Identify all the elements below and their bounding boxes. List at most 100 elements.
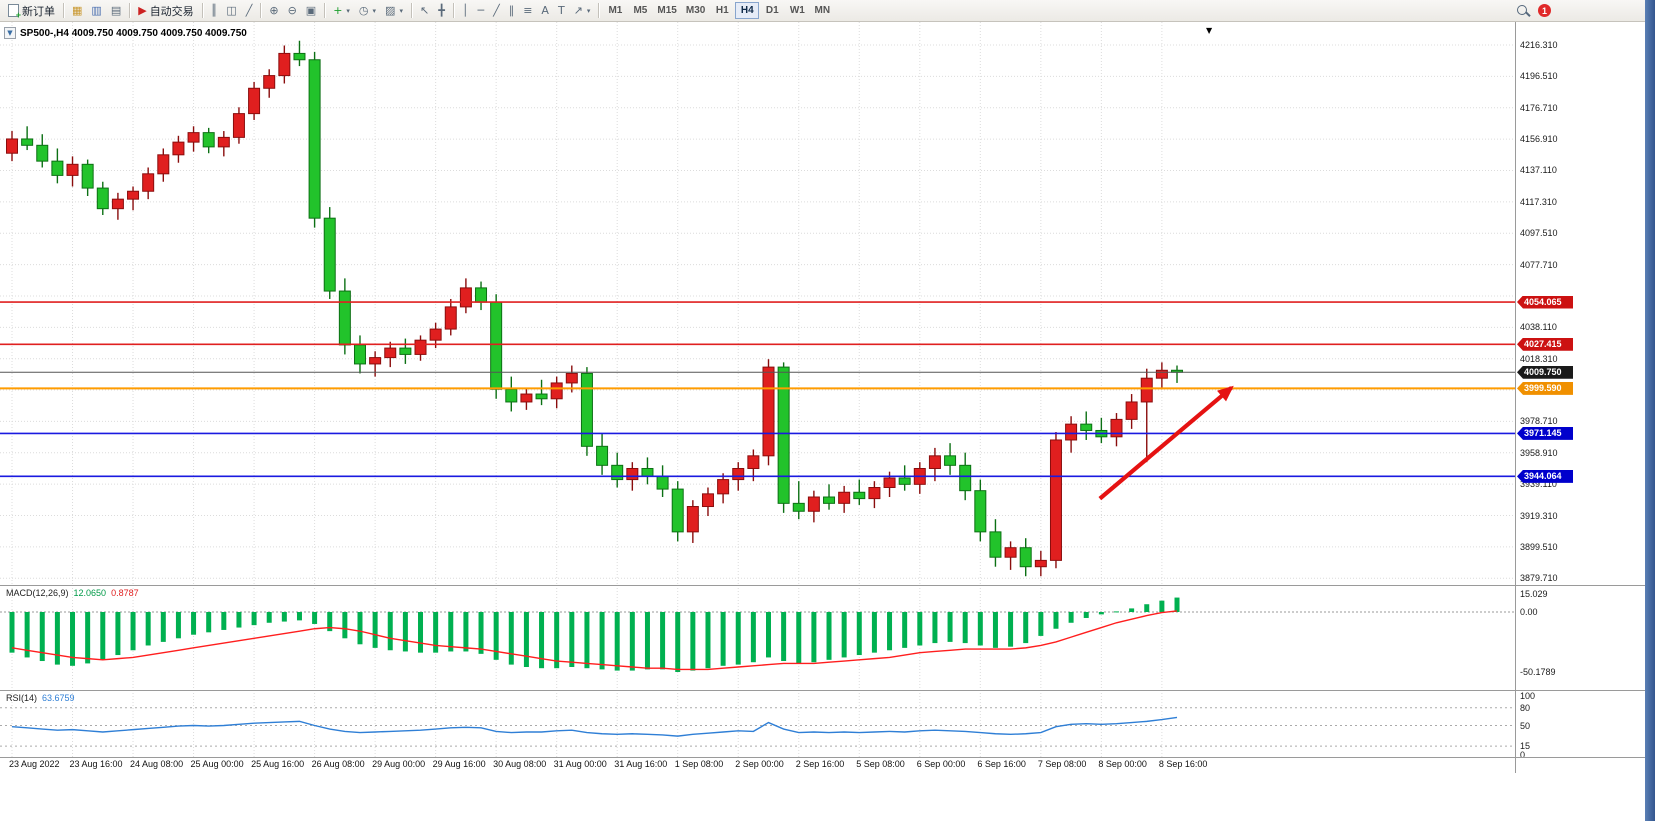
- time-axis-label: 7 Sep 08:00: [1037, 759, 1087, 769]
- line-chart-button[interactable]: ╱: [242, 2, 257, 20]
- time-axis-label: 24 Aug 08:00: [130, 759, 184, 769]
- time-axis-label: 29 Aug 00:00: [372, 759, 426, 769]
- timeframe-D1[interactable]: D1: [760, 2, 784, 19]
- macd-histogram-bar: [902, 612, 908, 648]
- autotrading-button[interactable]: ▶ 自动交易: [134, 2, 197, 20]
- toolbar-separator: [63, 3, 64, 18]
- price-axis-label: 3958.910: [1520, 447, 1558, 458]
- macd-histogram-bar: [266, 612, 272, 623]
- channel-button[interactable]: ∥: [505, 2, 519, 20]
- macd-histogram-bar: [85, 612, 91, 664]
- price-axis-label: 4018.310: [1520, 353, 1558, 364]
- macd-panel[interactable]: [0, 585, 1515, 690]
- bar-chart-button[interactable]: ║: [207, 2, 222, 20]
- timeframe-M1[interactable]: M1: [603, 2, 627, 19]
- time-axis-label: 29 Aug 16:00: [432, 759, 486, 769]
- candle-body: [959, 464, 972, 492]
- price-axis[interactable]: 4054.065 4027.415 4009.750 3999.590 3971.145…: [1515, 22, 1645, 773]
- panel-separator[interactable]: [0, 690, 1645, 691]
- candle-body: [641, 467, 654, 477]
- candlestick-chart-button[interactable]: ◫: [222, 2, 240, 20]
- candle-body: [838, 491, 851, 504]
- label-button[interactable]: T: [554, 2, 569, 20]
- data-window-button[interactable]: ▥: [87, 2, 105, 20]
- macd-histogram-bar: [1008, 612, 1014, 647]
- horizontal-line-icon: ─: [477, 4, 485, 17]
- horizontal-line-button[interactable]: ─: [473, 2, 488, 20]
- chevron-down-icon[interactable]: ▾: [372, 6, 377, 15]
- timeframe-H1[interactable]: H1: [710, 2, 734, 19]
- time-axis-label: 8 Sep 16:00: [1158, 759, 1208, 769]
- macd-histogram-bar: [1113, 611, 1119, 613]
- periods-button[interactable]: ◷ ▾: [355, 2, 380, 20]
- trendline-button[interactable]: ╱: [489, 2, 504, 20]
- zoom-in-button[interactable]: ⊕: [265, 2, 282, 20]
- market-watch-button[interactable]: ▦: [68, 2, 86, 20]
- candle-body: [656, 475, 669, 490]
- chevron-down-icon[interactable]: ▾: [346, 6, 350, 15]
- toolbar: 新订单 ▦ ▥ ▤ ▶ 自动交易 ║ ◫ ╱ ⊕ ⊖ ▣ + ▾ ◷ ▾ ▨ ▾: [0, 0, 1655, 22]
- crosshair-button[interactable]: ╋: [434, 2, 449, 20]
- macd-histogram-bar: [675, 612, 681, 673]
- one-click-trading-toggle[interactable]: ▼: [4, 27, 16, 39]
- macd-histogram-bar: [402, 612, 408, 652]
- chart-shift-marker[interactable]: ▼: [1206, 26, 1213, 35]
- rsi-line: [11, 716, 1178, 737]
- macd-histogram-bar: [660, 612, 666, 670]
- time-axis[interactable]: 23 Aug 2022 23 Aug 16:00 24 Aug 08:00 25 Au…: [0, 757, 1515, 773]
- macd-histogram-bar: [418, 612, 424, 653]
- price-axis-label: 4117.310: [1520, 196, 1557, 207]
- timeframe-M30[interactable]: M30: [682, 2, 709, 19]
- text-button[interactable]: A: [537, 2, 553, 20]
- time-axis-label: 23 Aug 16:00: [69, 759, 123, 769]
- candle-body: [1140, 377, 1153, 403]
- time-axis-label: 8 Sep 00:00: [1098, 759, 1147, 769]
- timeframe-M15[interactable]: M15: [653, 2, 680, 19]
- notification-badge[interactable]: 1: [1538, 4, 1551, 17]
- timeframe-H4[interactable]: H4: [735, 2, 760, 19]
- chevron-down-icon[interactable]: ▾: [399, 6, 403, 15]
- cursor-button[interactable]: ↖: [416, 2, 433, 20]
- macd-histogram-bar: [1023, 612, 1029, 644]
- rsi-name: RSI(14): [6, 693, 38, 703]
- chart-window: ▼ SP500-,H4 4009.750 4009.750 4009.750 4…: [0, 22, 1655, 821]
- panel-separator: [0, 757, 1645, 758]
- candle-body: [1065, 423, 1078, 441]
- zoom-out-button[interactable]: ⊖: [284, 2, 301, 20]
- candle-body: [172, 141, 185, 156]
- toolbar-right-group: 1: [1516, 4, 1551, 18]
- tile-windows-button[interactable]: ▣: [302, 2, 320, 20]
- candle-body: [671, 488, 684, 533]
- candle-body: [217, 136, 230, 148]
- main-price-chart[interactable]: [0, 22, 1515, 585]
- timeframe-MN[interactable]: MN: [810, 2, 834, 19]
- time-axis-label: 31 Aug 00:00: [553, 759, 607, 769]
- navigator-button[interactable]: ▤: [107, 2, 125, 20]
- indicators-button[interactable]: + ▾: [329, 2, 354, 20]
- candle-body: [944, 455, 957, 466]
- fibonacci-button[interactable]: ≡: [519, 2, 536, 20]
- candle-body: [187, 132, 200, 143]
- macd-histogram-bar: [206, 612, 212, 633]
- price-axis-label: 4156.910: [1520, 134, 1558, 145]
- trend-arrow[interactable]: [1098, 385, 1234, 501]
- macd-histogram-bar: [1083, 612, 1089, 618]
- new-order-button[interactable]: 新订单: [4, 2, 59, 20]
- price-axis-label: 15.029: [1520, 589, 1548, 600]
- time-axis-label: 25 Aug 16:00: [251, 759, 305, 769]
- timeframe-M5[interactable]: M5: [628, 2, 652, 19]
- search-icon[interactable]: [1516, 4, 1530, 18]
- macd-histogram-bar: [1129, 608, 1135, 612]
- templates-button[interactable]: ▨ ▾: [381, 2, 407, 20]
- timeframe-W1[interactable]: W1: [785, 2, 809, 19]
- time-axis-label: 5 Sep 08:00: [856, 759, 905, 769]
- arrows-button[interactable]: ↗ ▾: [570, 2, 595, 20]
- chevron-down-icon[interactable]: ▾: [586, 6, 591, 15]
- vertical-line-button[interactable]: │: [458, 2, 473, 20]
- macd-histogram-bar: [644, 612, 650, 670]
- price-badge: 4054.065: [1517, 295, 1573, 309]
- macd-histogram-bar: [160, 612, 166, 642]
- rsi-panel[interactable]: [0, 690, 1515, 757]
- panel-separator[interactable]: [0, 585, 1645, 586]
